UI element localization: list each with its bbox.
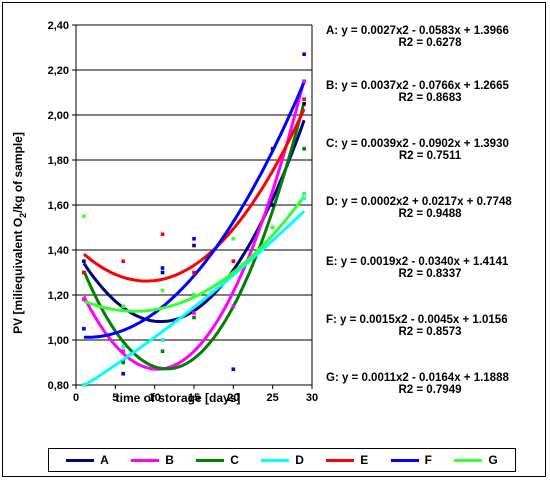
legend-label: C	[230, 453, 239, 467]
equation-c: C: y = 0.0039x2 - 0.0902x + 1.3930 R2 = 0…	[326, 138, 509, 162]
trend-curve-f	[83, 81, 306, 339]
trend-curve-g	[83, 195, 306, 313]
data-point-g	[270, 225, 275, 230]
data-point-e	[192, 270, 196, 275]
data-point-c	[121, 360, 125, 365]
data-point-a	[302, 101, 306, 106]
data-point-f	[82, 326, 86, 331]
data-point-d	[121, 344, 125, 349]
y-axis-label: PV [miliequivalent O2/kg of sample]	[11, 132, 28, 334]
data-point-f	[231, 367, 236, 372]
legend: A B C D E F G	[48, 448, 516, 472]
legend-swatch	[454, 458, 483, 462]
data-point-b	[231, 304, 236, 309]
trend-curves	[82, 79, 306, 385]
data-point-g	[302, 191, 306, 196]
data-point-f	[121, 371, 125, 376]
data-point-a	[160, 270, 165, 275]
equation-b: B: y = 0.0037x2 - 0.0766x + 1.2665 R2 = 0…	[326, 80, 509, 104]
legend-label: E	[360, 453, 369, 467]
data-point-f	[270, 146, 275, 151]
data-point-c	[302, 146, 306, 151]
data-point-g	[192, 293, 196, 297]
x-tick-label: 25	[267, 392, 279, 404]
legend-item-g: G	[454, 453, 498, 467]
axes: 0,80 1,00 1,20 1,40 1,60 1,80 2,00 2,20 2,40 0 5 10…	[48, 20, 319, 404]
data-point-e	[160, 232, 165, 237]
legend-swatch	[66, 458, 95, 462]
data-point-f	[302, 52, 306, 57]
data-point-d	[82, 383, 86, 387]
data-point-g	[231, 236, 236, 241]
equation-f: F: y = 0.0015x2 - 0.0045x + 1.0156 R2 = 0…	[326, 314, 508, 338]
y-tick-label: 2,20	[48, 65, 69, 77]
y-tick-label: 1,20	[48, 290, 69, 302]
y-tick-label: 2,40	[48, 20, 69, 32]
data-point-b	[192, 311, 196, 315]
data-point-f	[192, 236, 196, 241]
x-tick-label: 10	[149, 392, 161, 404]
data-points	[82, 52, 306, 387]
y-tick-label: 1,60	[48, 200, 69, 212]
trend-curve-b	[82, 79, 306, 371]
y-tick-label: 1,00	[48, 335, 69, 347]
data-point-e	[302, 97, 306, 102]
y-tick-label: 2,00	[48, 110, 69, 122]
data-point-g	[121, 304, 125, 309]
y-tick-label: 1,40	[48, 245, 69, 257]
equation-g: G: y = 0.0011x2 - 0.0164x + 1.1888 R2 = 0…	[326, 372, 509, 396]
data-point-e	[82, 270, 86, 275]
x-tick-label: 0	[73, 392, 79, 404]
legend-swatch	[196, 458, 225, 462]
data-point-a	[192, 243, 196, 248]
legend-swatch	[131, 458, 160, 462]
data-point-a	[270, 203, 275, 207]
x-tick-label: 15	[188, 392, 200, 404]
x-tick-label: 5	[112, 392, 118, 404]
legend-item-b: B	[131, 453, 174, 467]
data-point-c	[192, 315, 196, 320]
legend-item-a: A	[66, 453, 109, 467]
legend-label: G	[488, 453, 498, 467]
legend-swatch	[390, 458, 419, 462]
y-tick-label: 1,80	[48, 155, 69, 167]
data-point-g	[160, 288, 165, 293]
x-tick-label: 30	[306, 392, 318, 404]
legend-swatch	[326, 458, 355, 462]
data-point-d	[160, 338, 165, 342]
legend-item-d: D	[261, 453, 304, 467]
data-point-b	[302, 79, 306, 84]
data-point-a	[82, 259, 86, 264]
data-point-b	[82, 297, 86, 302]
data-point-c	[160, 349, 165, 354]
legend-label: D	[295, 453, 304, 467]
x-axis-label: time of storage [days]	[116, 391, 241, 405]
trend-curve-d	[83, 210, 306, 385]
legend-item-c: C	[196, 453, 239, 467]
data-point-g	[82, 214, 86, 219]
legend-item-f: F	[390, 453, 433, 467]
trend-curve-e	[82, 108, 306, 283]
y-tick-label: 0,80	[48, 380, 69, 392]
legend-label: F	[424, 453, 433, 467]
data-point-e	[121, 259, 125, 264]
legend-item-e: E	[326, 453, 368, 467]
data-point-d	[302, 196, 306, 201]
data-point-e	[231, 259, 236, 264]
trend-curve-c	[82, 101, 306, 371]
equation-e: E: y = 0.0019x2 - 0.0340x + 1.4141 R2 = 0…	[326, 256, 509, 280]
equation-a: A: y = 0.0027x2 - 0.0583x + 1.3966 R2 = 0…	[326, 25, 509, 49]
legend-label: B	[165, 453, 174, 467]
equation-d: D: y = 0.0002x2 + 0.0217x + 0.7748 R2 = 0…	[326, 196, 512, 220]
legend-swatch	[261, 458, 290, 462]
gridlines	[76, 24, 312, 386]
legend-label: A	[100, 453, 109, 467]
data-point-b	[121, 349, 125, 354]
data-point-f	[160, 266, 165, 270]
x-tick-label: 20	[227, 392, 239, 404]
